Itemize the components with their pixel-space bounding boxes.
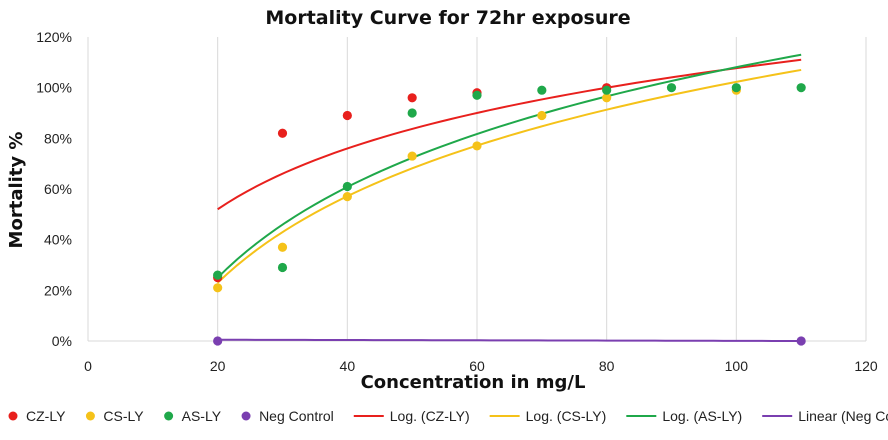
y-tick-label: 60% bbox=[44, 181, 72, 197]
y-tick-label: 80% bbox=[44, 130, 72, 146]
y-tick-label: 0% bbox=[52, 333, 72, 349]
legend-label: AS-LY bbox=[182, 408, 222, 424]
point-series-2-3 bbox=[407, 108, 417, 118]
trendline-2 bbox=[216, 53, 802, 279]
point-series-3-0 bbox=[213, 336, 223, 346]
legend-label: CZ-LY bbox=[26, 408, 66, 424]
point-series-2-6 bbox=[602, 85, 612, 95]
point-series-2-7 bbox=[666, 83, 677, 93]
point-series-1-6 bbox=[602, 93, 612, 103]
legend-marker bbox=[85, 411, 95, 421]
point-series-1-0 bbox=[213, 283, 223, 293]
trendline-3 bbox=[217, 338, 802, 342]
trendline-1 bbox=[216, 68, 802, 284]
point-series-0-2 bbox=[342, 110, 352, 121]
legend-item-3: Neg Control bbox=[241, 408, 334, 424]
legend-item-0: CZ-LY bbox=[8, 408, 66, 424]
legend-item-1: CS-LY bbox=[85, 408, 144, 424]
point-series-1-3 bbox=[407, 151, 417, 161]
legend-item-6: Log. (AS-LY) bbox=[626, 408, 742, 424]
x-tick-label: 40 bbox=[340, 358, 356, 374]
legend-item-4: Log. (CZ-LY) bbox=[353, 408, 470, 424]
x-tick-label: 20 bbox=[210, 358, 226, 374]
y-axis-title: Mortality % bbox=[6, 132, 27, 249]
grid bbox=[87, 37, 867, 342]
point-series-3-1 bbox=[796, 336, 806, 346]
trendline-0 bbox=[217, 58, 802, 211]
legend-marker bbox=[8, 411, 18, 421]
point-series-1-1 bbox=[277, 242, 288, 252]
y-tick-label: 100% bbox=[36, 80, 72, 96]
legend: CZ-LY CS-LY AS-LY Neg Control Log. (CZ-LY) Lo… bbox=[8, 408, 888, 424]
x-tick-label: 80 bbox=[599, 358, 615, 374]
chart-title: Mortality Curve for 72hr exposure bbox=[265, 7, 630, 29]
point-series-1-5 bbox=[537, 110, 547, 121]
legend-label: Log. (CS-LY) bbox=[526, 408, 607, 424]
y-tick-label: 40% bbox=[44, 232, 72, 248]
point-series-0-3 bbox=[407, 93, 417, 103]
point-series-2-5 bbox=[537, 85, 547, 95]
point-series-2-4 bbox=[472, 90, 482, 100]
trendlines bbox=[216, 53, 802, 342]
point-series-2-1 bbox=[277, 262, 288, 273]
data-points bbox=[213, 83, 806, 346]
x-tick-label: 0 bbox=[84, 358, 92, 374]
x-tick-label: 120 bbox=[854, 358, 878, 374]
x-axis-title: Concentration in mg/L bbox=[361, 372, 586, 393]
y-tick-label: 120% bbox=[36, 29, 72, 45]
point-series-1-4 bbox=[472, 141, 482, 151]
point-series-2-8 bbox=[731, 83, 741, 93]
point-series-2-2 bbox=[342, 181, 352, 192]
point-series-1-2 bbox=[342, 192, 352, 202]
legend-item-2: AS-LY bbox=[164, 408, 222, 424]
legend-item-7: Linear (Neg Control ) bbox=[762, 408, 888, 424]
x-tick-label: 60 bbox=[469, 358, 485, 374]
legend-label: Log. (CZ-LY) bbox=[390, 408, 470, 424]
x-tick-label: 100 bbox=[725, 358, 749, 374]
legend-label: Linear (Neg Control ) bbox=[798, 408, 888, 424]
tick-labels: 0 20 40 60 80 100 120 0% 20% 40% 60% 80% 100% 120% bbox=[36, 29, 878, 374]
y-tick-label: 20% bbox=[44, 282, 72, 298]
point-series-2-9 bbox=[796, 83, 806, 93]
legend-marker bbox=[164, 411, 174, 421]
legend-label: Neg Control bbox=[259, 408, 334, 424]
legend-marker bbox=[241, 411, 251, 421]
legend-item-5: Log. (CS-LY) bbox=[489, 408, 607, 424]
point-series-0-1 bbox=[277, 128, 288, 138]
point-series-2-0 bbox=[213, 270, 223, 280]
legend-label: CS-LY bbox=[103, 408, 144, 424]
legend-label: Log. (AS-LY) bbox=[662, 408, 742, 424]
